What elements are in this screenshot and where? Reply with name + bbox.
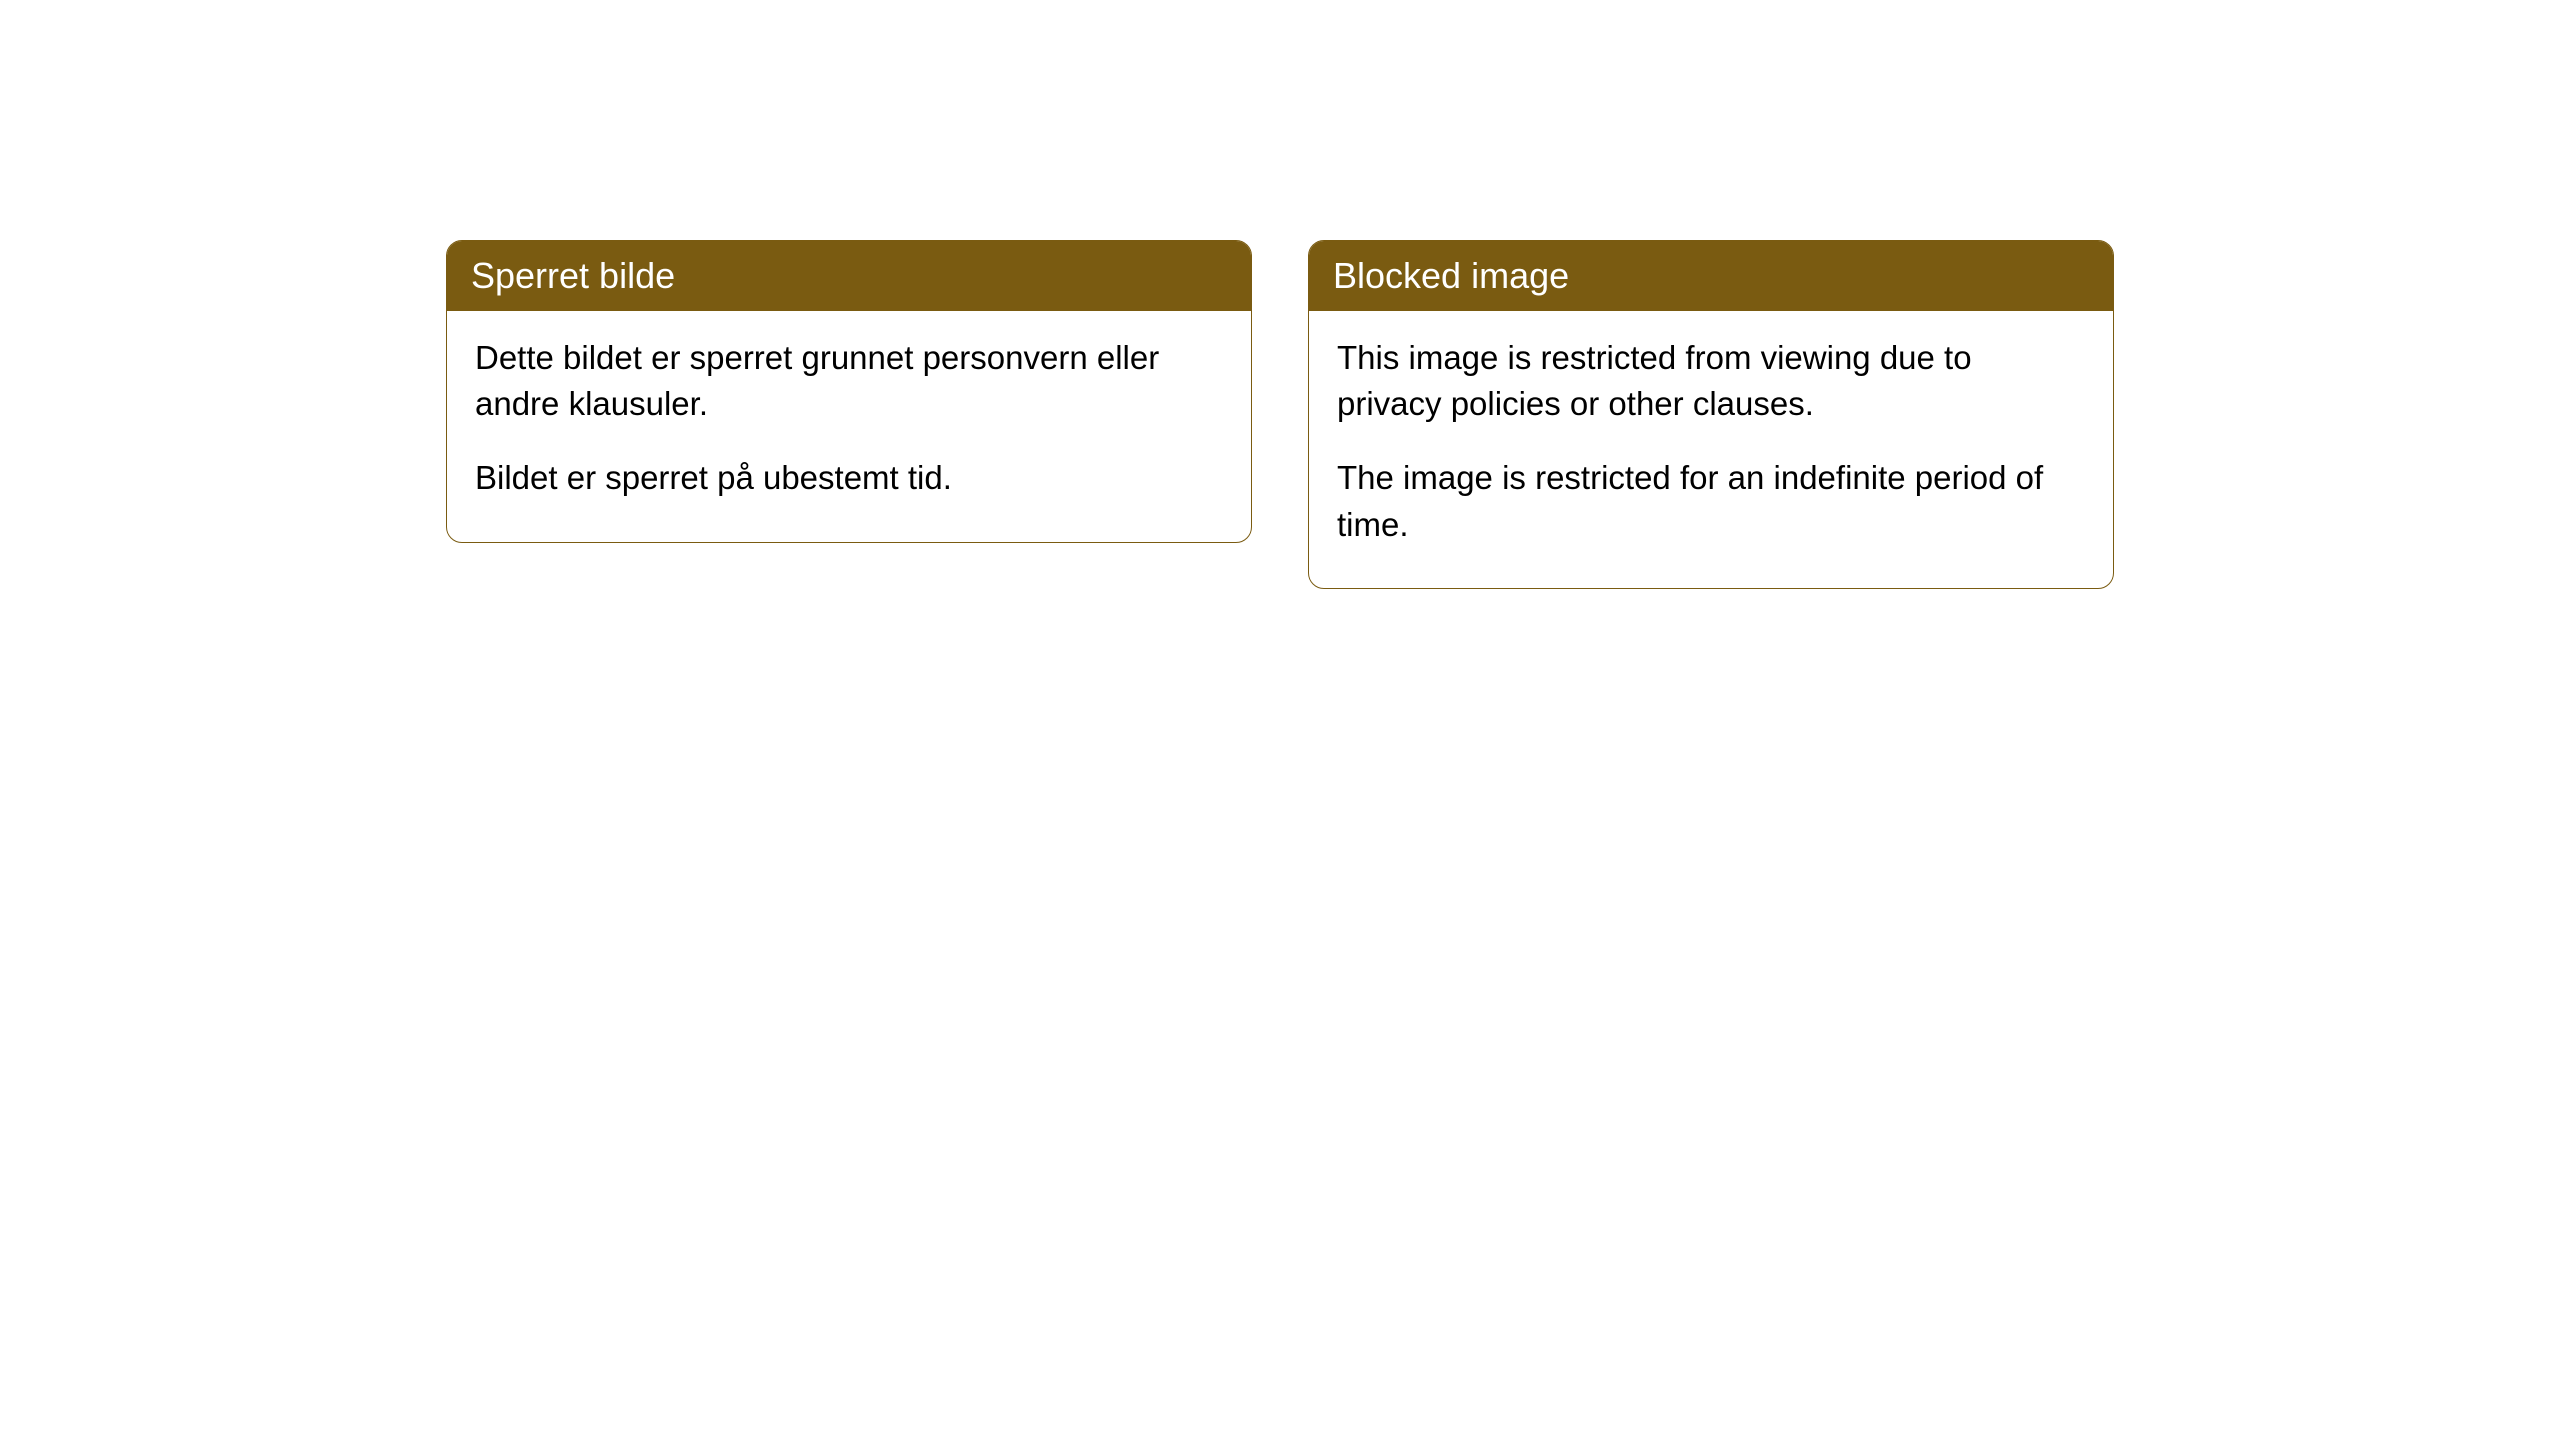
card-header: Blocked image bbox=[1309, 241, 2113, 311]
card-body: This image is restricted from viewing du… bbox=[1309, 311, 2113, 588]
card-paragraph-1: This image is restricted from viewing du… bbox=[1337, 335, 2085, 427]
card-header: Sperret bilde bbox=[447, 241, 1251, 311]
blocked-image-card-english: Blocked image This image is restricted f… bbox=[1308, 240, 2114, 589]
card-title: Sperret bilde bbox=[471, 255, 675, 296]
card-paragraph-2: The image is restricted for an indefinit… bbox=[1337, 455, 2085, 547]
blocked-image-card-norwegian: Sperret bilde Dette bildet er sperret gr… bbox=[446, 240, 1252, 543]
card-title: Blocked image bbox=[1333, 255, 1569, 296]
card-paragraph-1: Dette bildet er sperret grunnet personve… bbox=[475, 335, 1223, 427]
card-paragraph-2: Bildet er sperret på ubestemt tid. bbox=[475, 455, 1223, 501]
card-body: Dette bildet er sperret grunnet personve… bbox=[447, 311, 1251, 542]
